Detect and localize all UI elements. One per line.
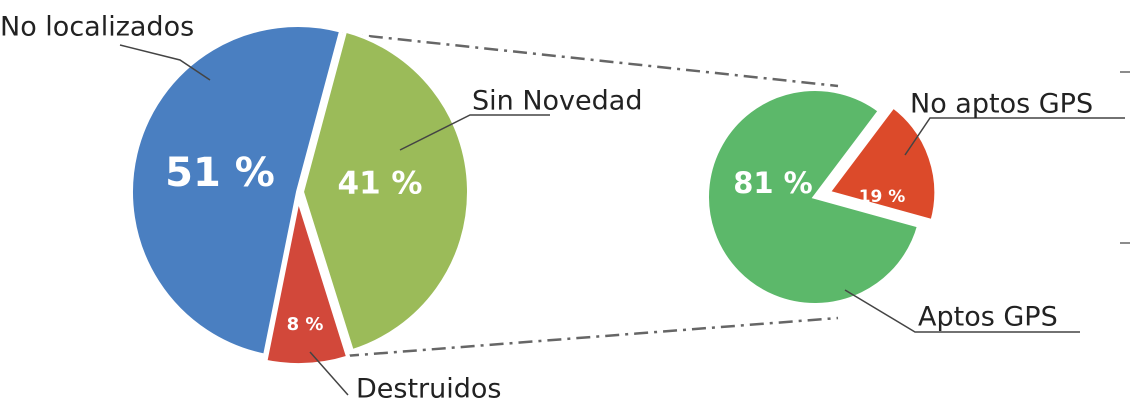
category-label: No localizados xyxy=(0,12,194,43)
data-label: 41 % xyxy=(338,166,423,202)
pie-slice xyxy=(262,197,351,367)
pie-slice xyxy=(705,87,922,307)
data-label: 19 % xyxy=(859,187,906,207)
pie-slice xyxy=(129,23,344,359)
category-label: Aptos GPS xyxy=(918,302,1058,333)
category-label: Sin Novedad xyxy=(472,86,642,117)
connector xyxy=(344,316,839,358)
data-label: 51 % xyxy=(165,150,275,196)
leader-line xyxy=(844,289,1080,333)
data-label: 81 % xyxy=(733,166,813,200)
pie-slice xyxy=(824,103,939,224)
connector xyxy=(339,31,839,88)
leader-line xyxy=(399,114,550,151)
category-label: No aptos GPS xyxy=(910,89,1093,120)
pie-slice xyxy=(299,28,471,354)
data-label: 8 % xyxy=(287,314,324,335)
category-label: Destruidos xyxy=(356,374,502,405)
leader-line xyxy=(904,117,1125,156)
leader-line xyxy=(119,44,211,81)
leader-line xyxy=(309,351,349,396)
